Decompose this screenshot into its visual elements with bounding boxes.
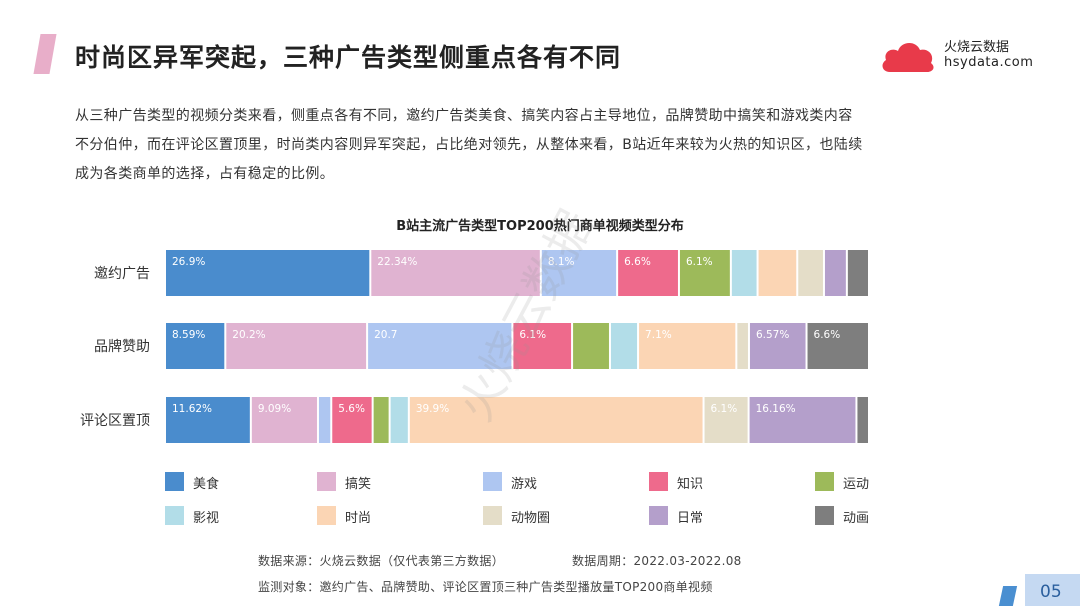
bar-segment xyxy=(371,250,540,296)
bar-segment xyxy=(332,397,372,443)
bar-segment xyxy=(166,397,250,443)
data-label: 8.59% xyxy=(172,329,205,341)
data-label: 6.1% xyxy=(519,329,546,341)
brand-url: hsydata.com xyxy=(944,55,1034,70)
data-label: 9.09% xyxy=(258,403,291,415)
data-label: 39.9% xyxy=(416,403,449,415)
data-label: 22.34% xyxy=(377,256,417,268)
bar-segment xyxy=(679,250,730,296)
legend-label: 动物圈 xyxy=(511,511,551,526)
legend-label: 知识 xyxy=(677,477,704,492)
bar-segment xyxy=(847,250,868,296)
bar-segment xyxy=(373,397,389,443)
brand-name: 火烧云数据 xyxy=(944,40,1010,55)
data-label: 20.2% xyxy=(232,329,265,341)
bar-segment xyxy=(824,250,846,296)
bar-segment xyxy=(610,323,638,369)
legend-swatch xyxy=(165,506,184,525)
bar-segment xyxy=(513,323,572,369)
chart-title: B站主流广告类型TOP200热门商单视频类型分布 xyxy=(396,219,684,234)
bar-segment xyxy=(409,397,703,443)
bar-segment xyxy=(318,397,331,443)
bar-segment xyxy=(749,323,806,369)
category-label: 邀约广告 xyxy=(94,266,150,282)
data-label: 20.7 xyxy=(374,329,397,341)
data-label: 8.1% xyxy=(548,256,575,268)
bar-segment xyxy=(639,323,736,369)
page-number-box xyxy=(1025,574,1080,606)
legend-label: 日常 xyxy=(677,511,704,526)
bar-segment xyxy=(390,397,408,443)
data-label: 6.1% xyxy=(686,256,713,268)
cloud-icon xyxy=(882,42,934,72)
corner-decoration xyxy=(998,586,1018,606)
legend-label: 运动 xyxy=(843,477,870,492)
intro-paragraph: 从三种广告类型的视频分类来看，侧重点各有不同，邀约广告类美食、搞笑内容占主导地位… xyxy=(75,102,995,189)
intro-line: 成为各类商单的选择，占有稳定的比例。 xyxy=(75,166,335,182)
bar-segment xyxy=(749,397,856,443)
bar-segment xyxy=(737,323,748,369)
data-label: 26.9% xyxy=(172,256,205,268)
bar-segment xyxy=(573,323,609,369)
legend-label: 美食 xyxy=(193,477,220,492)
bar-segment xyxy=(618,250,678,296)
footer-source: 数据来源：火烧云数据（仅代表第三方数据） xyxy=(258,554,505,568)
data-label: 6.1% xyxy=(711,403,738,415)
intro-line: 不分伯仲，而在评论区置顶里，时尚类内容则异军突起，占比绝对领先，从整体来看，B站… xyxy=(75,137,863,153)
legend-swatch xyxy=(649,506,668,525)
legend-swatch xyxy=(815,506,834,525)
bar-segment xyxy=(758,250,797,296)
category-label: 品牌赞助 xyxy=(94,338,150,355)
bar-segment xyxy=(541,250,617,296)
bar-segment xyxy=(166,323,225,369)
data-label: 11.62% xyxy=(172,403,212,415)
footer-period: 数据周期：2022.03-2022.08 xyxy=(572,554,742,568)
data-label: 6.57% xyxy=(756,329,789,341)
bar-segment xyxy=(807,323,868,369)
brand-logo: 火烧云数据 hsydata.com xyxy=(880,34,1050,74)
footer-target: 监测对象：邀约广告、品牌赞助、评论区置顶三种广告类型播放量TOP200商单视频 xyxy=(258,580,713,594)
bar-segment xyxy=(798,250,823,296)
data-label: 7.1% xyxy=(645,329,672,341)
data-label: 16.16% xyxy=(756,403,796,415)
intro-line: 从三种广告类型的视频分类来看，侧重点各有不同，邀约广告类美食、搞笑内容占主导地位… xyxy=(75,108,853,124)
legend-swatch xyxy=(815,472,834,491)
category-label: 评论区置顶 xyxy=(80,413,150,429)
bar-segment xyxy=(731,250,757,296)
bar-segment xyxy=(166,250,370,296)
legend-label: 影视 xyxy=(193,511,220,526)
chart-legend: 美食 搞笑 游戏 知识 运动影视 时尚 动物圈 日常 动画 xyxy=(165,470,885,534)
bar-segment xyxy=(226,323,367,369)
legend-label: 时尚 xyxy=(345,511,372,526)
data-label: 6.6% xyxy=(814,329,841,341)
data-label: 6.6% xyxy=(624,256,651,268)
legend-swatch xyxy=(483,472,502,491)
stacked-bar-chart: 邀约广告 26.9% 22.34% 8.1% 6.6% 6.1% 品牌赞助 8.59% 20.2… xyxy=(80,250,868,443)
legend-label: 游戏 xyxy=(511,477,538,492)
bar-segment xyxy=(857,397,868,443)
legend-swatch xyxy=(317,472,336,491)
legend-label: 搞笑 xyxy=(345,477,372,492)
bar-segment xyxy=(368,323,512,369)
legend-swatch xyxy=(317,506,336,525)
legend-swatch xyxy=(649,472,668,491)
bar-segment xyxy=(704,397,748,443)
legend-label: 动画 xyxy=(843,511,870,526)
legend-swatch xyxy=(483,506,502,525)
page-number: 05 xyxy=(1040,582,1062,602)
bar-segment xyxy=(251,397,317,443)
legend-swatch xyxy=(165,472,184,491)
page-title: 时尚区异军突起，三种广告类型侧重点各有不同 xyxy=(75,43,622,72)
data-label: 5.6% xyxy=(338,403,365,415)
